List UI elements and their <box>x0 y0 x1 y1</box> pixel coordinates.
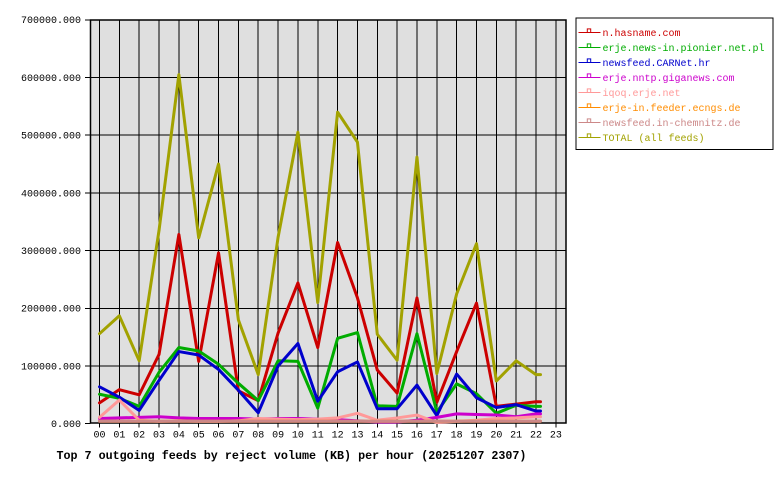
svg-text:08: 08 <box>252 431 264 442</box>
svg-text:200000.000: 200000.000 <box>21 305 81 316</box>
svg-text:14: 14 <box>371 431 383 442</box>
svg-text:iqoq.erje.net: iqoq.erje.net <box>603 88 681 100</box>
svg-text:07: 07 <box>232 431 244 442</box>
svg-text:03: 03 <box>153 431 165 442</box>
svg-text:21: 21 <box>510 431 522 442</box>
svg-text:700000.000: 700000.000 <box>21 16 81 27</box>
svg-text:18: 18 <box>451 431 463 442</box>
svg-text:600000.000: 600000.000 <box>21 74 81 85</box>
svg-text:300000.000: 300000.000 <box>21 247 81 258</box>
svg-text:0.000: 0.000 <box>51 420 81 431</box>
svg-text:400000.000: 400000.000 <box>21 189 81 200</box>
svg-text:20: 20 <box>490 431 502 442</box>
svg-text:22: 22 <box>530 431 542 442</box>
svg-text:02: 02 <box>133 431 145 442</box>
svg-text:19: 19 <box>470 431 482 442</box>
svg-text:11: 11 <box>312 431 324 442</box>
svg-text:Top 7 outgoing feeds by reject: Top 7 outgoing feeds by reject volume (K… <box>57 449 527 463</box>
svg-text:erje-in.feeder.ecngs.de: erje-in.feeder.ecngs.de <box>603 103 741 115</box>
svg-text:10: 10 <box>292 431 304 442</box>
svg-text:newsfeed.in-chemnitz.de: newsfeed.in-chemnitz.de <box>603 118 741 130</box>
svg-text:01: 01 <box>113 431 125 442</box>
svg-text:100000.000: 100000.000 <box>21 362 81 373</box>
svg-text:06: 06 <box>213 431 225 442</box>
svg-text:17: 17 <box>431 431 443 442</box>
svg-text:00: 00 <box>93 431 105 442</box>
svg-text:500000.000: 500000.000 <box>21 132 81 143</box>
svg-text:12: 12 <box>332 431 344 442</box>
svg-text:erje.nntp.giganews.com: erje.nntp.giganews.com <box>603 73 735 85</box>
svg-text:15: 15 <box>391 431 403 442</box>
svg-text:erje.news-in.pionier.net.pl: erje.news-in.pionier.net.pl <box>603 43 765 55</box>
svg-text:TOTAL (all feeds): TOTAL (all feeds) <box>603 133 705 145</box>
svg-text:04: 04 <box>173 431 185 442</box>
svg-text:05: 05 <box>193 431 205 442</box>
svg-text:13: 13 <box>351 431 363 442</box>
svg-text:09: 09 <box>272 431 284 442</box>
svg-text:n.hasname.com: n.hasname.com <box>603 28 681 40</box>
svg-text:newsfeed.CARNet.hr: newsfeed.CARNet.hr <box>603 58 711 70</box>
svg-text:16: 16 <box>411 431 423 442</box>
svg-text:23: 23 <box>550 431 562 442</box>
